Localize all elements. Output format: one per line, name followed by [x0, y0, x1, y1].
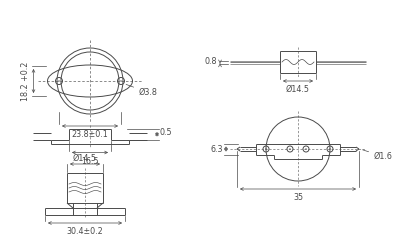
Text: 6.3: 6.3	[210, 144, 223, 153]
Text: 18.2 +0.2: 18.2 +0.2	[22, 61, 30, 101]
Circle shape	[58, 80, 60, 82]
Text: 30.4±0.2: 30.4±0.2	[67, 227, 103, 236]
Text: Ø14.5: Ø14.5	[286, 85, 310, 94]
Circle shape	[329, 148, 331, 150]
Text: 0.5: 0.5	[160, 128, 173, 137]
Text: 35: 35	[293, 193, 303, 202]
Circle shape	[305, 148, 307, 150]
Text: Ø3.8: Ø3.8	[126, 84, 158, 97]
Circle shape	[265, 148, 267, 150]
Circle shape	[289, 148, 291, 150]
Text: 23.8±0.1: 23.8±0.1	[72, 130, 108, 139]
Text: 0.8: 0.8	[204, 58, 217, 67]
Circle shape	[120, 80, 122, 82]
Text: 16.5: 16.5	[81, 156, 99, 165]
Text: Ø14.5: Ø14.5	[73, 154, 97, 163]
Text: Ø1.6: Ø1.6	[363, 150, 393, 161]
